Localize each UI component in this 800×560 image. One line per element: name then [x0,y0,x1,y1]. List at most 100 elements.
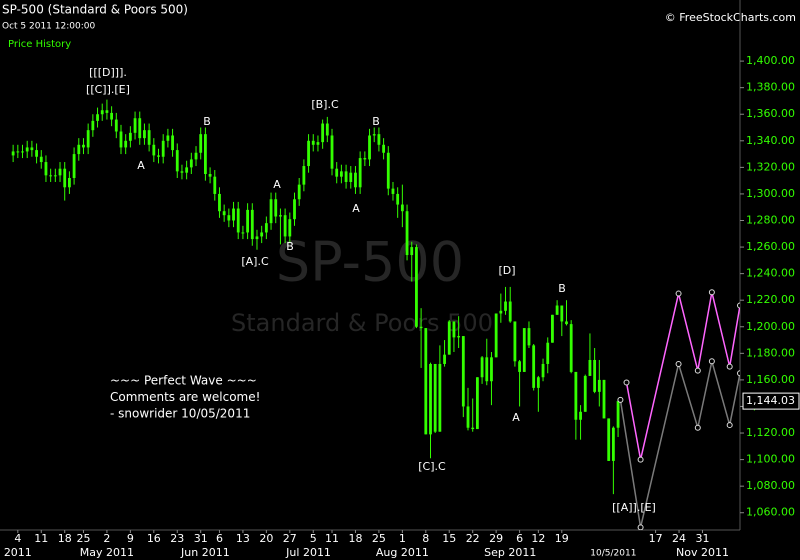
x-tick-label: 9 [127,532,134,545]
candle-body [199,134,203,153]
candle-body [377,134,381,145]
wave-label: [A].C [241,255,269,268]
candle-body [171,135,174,151]
timestamp: Oct 5 2011 12:00:00 [2,22,95,32]
x-tick-label: 18 [348,532,362,545]
candle-body [344,171,348,182]
candle-body [110,112,114,120]
candle-body [297,184,301,200]
candle-body [508,301,512,322]
candle-body [133,118,137,133]
candle-body [391,188,395,194]
candle-body [551,314,554,343]
candle-body [67,177,71,188]
x-tick-label: 23 [170,532,184,545]
x-tick-label: 2 [103,532,110,545]
candle-body [293,199,296,220]
y-tick-label: 1,380.00 [746,81,795,94]
projection-point [617,396,624,403]
projection-point [737,370,740,377]
projection-point [726,422,733,429]
candle-body [555,305,559,315]
wave-label: A [273,178,281,191]
candle-body [583,375,587,412]
candle-body [382,144,386,153]
candle-body [541,363,545,378]
y-tick-label: 1,340.00 [746,134,795,147]
x-tick-label: 8 [422,532,429,545]
candle-body [138,118,142,139]
candle-body [72,154,76,178]
candle-body [208,174,212,177]
y-tick-label: 1,320.00 [746,160,795,173]
wave-label: B [286,240,294,253]
candle-body [325,123,329,136]
projection-point [675,360,682,367]
candle-body [415,247,418,327]
y-tick-label: 1,080.00 [746,479,795,492]
candle-body [569,324,573,372]
plot [11,99,740,530]
x-tick-label: 31 [194,532,208,545]
candle-body [400,204,404,212]
wave-label: [D] [498,264,515,277]
candle-body [147,130,151,145]
candle-body [218,193,221,212]
x-tick-label: 17 [649,532,663,545]
candle-body [419,326,423,329]
x-month-label: Aug 2011 [376,546,429,559]
projection-point [726,363,733,370]
candle-body [522,328,526,372]
x-tick-label: 19 [555,532,569,545]
x-tick-label: 29 [489,532,503,545]
wave-label: [C].C [418,460,446,473]
x-tick-label: 13 [236,532,250,545]
candle-body [260,232,264,237]
y-tick-label: 1,240.00 [746,267,795,280]
candle-body [58,168,62,176]
candle-body [321,123,325,143]
candle-body [372,134,376,136]
candle-body [363,158,367,160]
last-price-box [742,392,800,410]
candle-body [227,215,231,221]
x-tick-label: 24 [672,532,686,545]
candle-body [236,208,240,233]
x-tick-label: 22 [466,532,480,545]
candle-body [504,301,507,311]
candle-body [119,131,123,148]
candle-body [105,110,109,113]
y-tick-label: 1,400.00 [746,54,795,67]
candle-body [466,406,470,428]
candle-body [246,209,250,233]
projection-point [637,456,644,463]
y-tick-label: 1,120.00 [746,426,795,439]
candle-body [386,152,390,189]
candle-body [96,114,99,121]
chart-title: SP-500 (Standard & Poors 500) [2,3,188,17]
candle-body [335,168,339,177]
candle-body [311,140,315,145]
candle-body [53,175,57,177]
x-tick-label: 11 [325,532,339,545]
candle-body [86,130,90,148]
candle-body [579,411,582,420]
y-tick-label: 1,280.00 [746,214,795,227]
candle-body [438,363,442,432]
candle-body [128,132,132,141]
candle-body [77,144,81,155]
candle-body [447,321,451,355]
candle-body [241,232,245,234]
candle-body [203,134,207,175]
projection-point [623,379,630,386]
candle-body [114,119,118,132]
candle-body [63,168,67,188]
candle-body [485,357,489,382]
candle-body [546,342,550,364]
x-tick-label: 12 [531,532,545,545]
candle-body [429,363,432,435]
candle-body [560,305,564,322]
candle-body [307,140,310,167]
candle-body [91,120,95,131]
